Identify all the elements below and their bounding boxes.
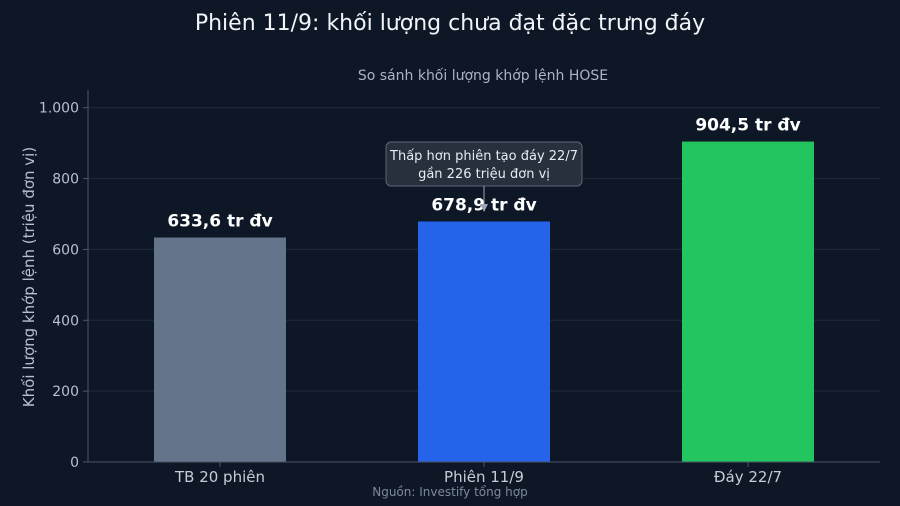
bar (682, 141, 814, 462)
y-tick-label: 400 (52, 313, 79, 329)
y-tick-label: 800 (52, 172, 79, 188)
y-tick-label: 600 (52, 242, 79, 258)
annotation-text: Thấp hơn phiên tạo đáy 22/7 (389, 149, 578, 164)
y-axis-label: Khối lượng khớp lệnh (triệu đơn vị) (20, 147, 38, 407)
x-tick-label: Phiên 11/9 (444, 468, 524, 486)
bars (154, 141, 814, 462)
x-axis-ticks: TB 20 phiên Phiên 11/9 Đáy 22/7 (174, 462, 782, 486)
source-note: Nguồn: Investify tổng hợp (372, 485, 528, 499)
data-label: 904,5 tr đv (695, 116, 800, 136)
y-tick-label: 0 (70, 455, 79, 471)
annotation-arrowhead (480, 204, 488, 212)
data-label: 633,6 tr đv (167, 212, 272, 232)
annotation: Thấp hơn phiên tạo đáy 22/7 gần 226 triệu… (385, 141, 583, 212)
bar (418, 221, 550, 462)
y-tick-label: 1.000 (39, 101, 79, 117)
axes (87, 90, 880, 463)
chart-subtitle: So sánh khối lượng khớp lệnh HOSE (358, 67, 608, 84)
x-tick-label: TB 20 phiên (174, 468, 265, 486)
y-axis-ticks: 0 200 400 600 800 1.000 (39, 101, 88, 471)
x-tick-label: Đáy 22/7 (714, 468, 782, 486)
chart-title: Phiên 11/9: khối lượng chưa đạt đặc trưn… (195, 11, 705, 36)
annotation-text: gần 226 triệu đơn vị (418, 167, 550, 182)
y-tick-label: 200 (52, 384, 79, 400)
bar (154, 237, 286, 462)
